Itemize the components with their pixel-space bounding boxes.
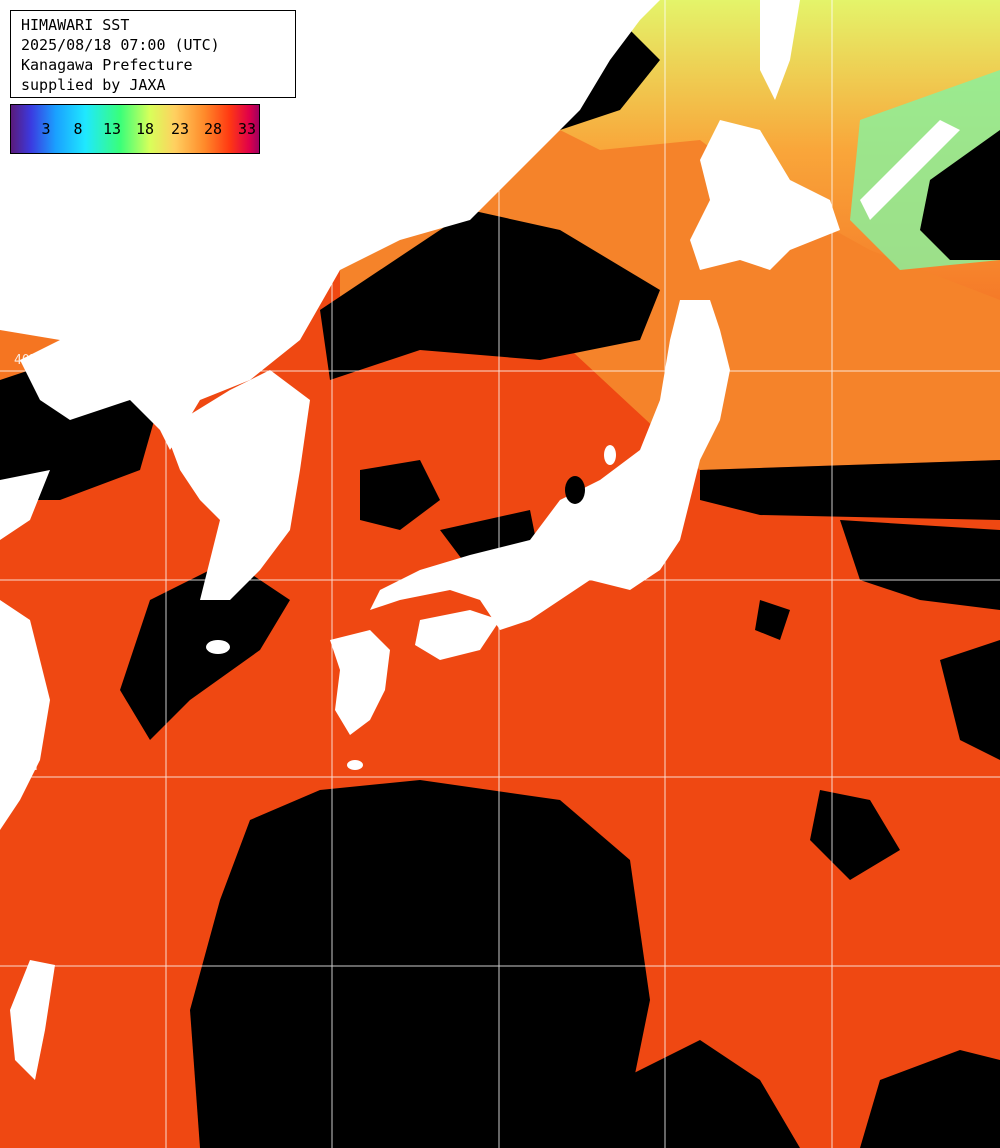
scale-tick: 33 xyxy=(237,120,257,138)
lat-label-40n: 40N xyxy=(14,353,38,368)
scale-tick: 3 xyxy=(41,120,51,138)
temperature-color-scale: 3 8 13 18 23 28 33 xyxy=(10,104,260,154)
supplier-credit: supplied by JAXA xyxy=(21,76,166,94)
product-title: HIMAWARI SST xyxy=(21,16,130,34)
scale-tick: 23 xyxy=(170,120,190,138)
timestamp: 2025/08/18 07:00 (UTC) xyxy=(21,36,220,54)
scale-tick: 18 xyxy=(135,120,155,138)
lat-label-30n: 30N xyxy=(14,759,38,774)
scale-tick: 13 xyxy=(102,120,122,138)
scale-tick: 8 xyxy=(73,120,83,138)
scale-tick: 28 xyxy=(203,120,223,138)
info-box: HIMAWARI SST 2025/08/18 07:00 (UTC) Kana… xyxy=(10,10,296,98)
region-name: Kanagawa Prefecture xyxy=(21,56,193,74)
